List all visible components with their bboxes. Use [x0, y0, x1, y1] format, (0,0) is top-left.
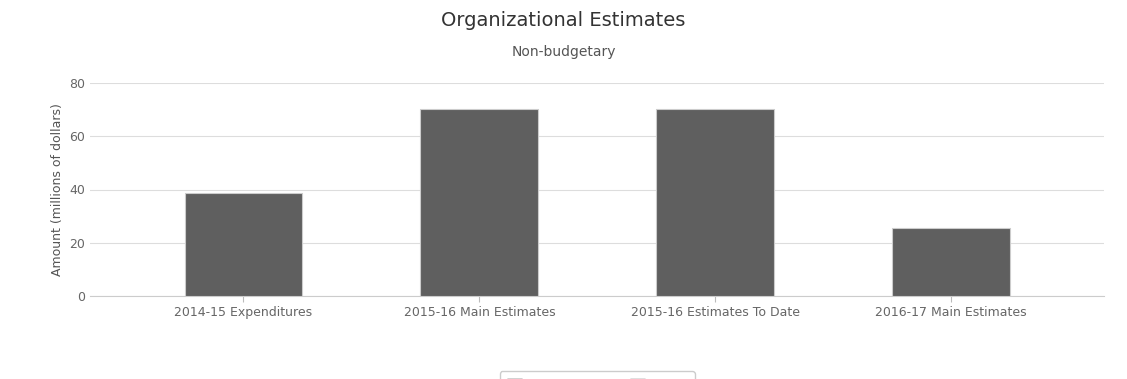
Bar [656, 108, 774, 296]
Y-axis label: Amount (millions of dollars): Amount (millions of dollars) [51, 103, 64, 276]
Text: Non-budgetary: Non-budgetary [512, 45, 615, 60]
Bar [893, 228, 1010, 296]
Legend: Total Statutory, Voted: Total Statutory, Voted [499, 371, 695, 379]
Bar [420, 108, 539, 296]
Text: Organizational Estimates: Organizational Estimates [442, 11, 685, 30]
Bar [185, 193, 302, 296]
